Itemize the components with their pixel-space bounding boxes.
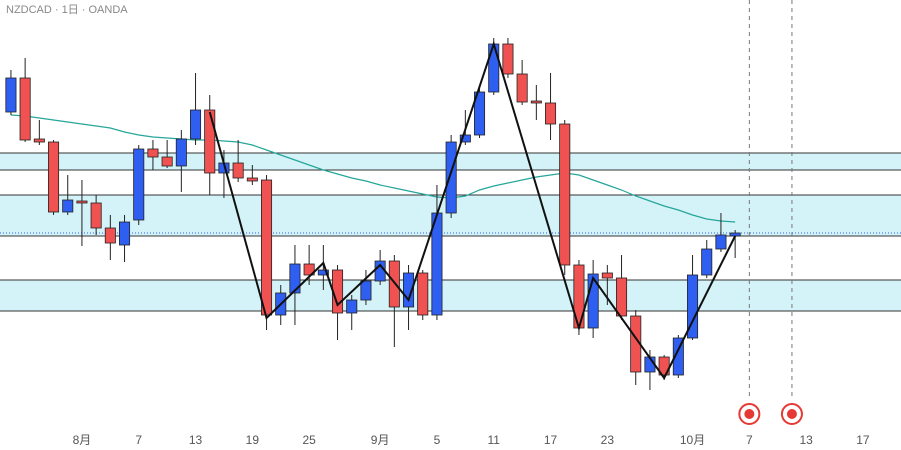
candle-body: [76, 200, 88, 204]
candle-body: [346, 299, 358, 314]
moving-average: [10, 114, 736, 223]
candle-body: [701, 248, 713, 276]
candle-body: [729, 232, 741, 237]
x-tick-label: 13: [799, 433, 813, 447]
x-tick-label: 9月: [371, 433, 390, 447]
x-tick-label: 23: [601, 433, 615, 447]
x-tick-label: 7: [135, 433, 142, 447]
candle-body: [147, 148, 159, 158]
x-tick-label: 5: [434, 433, 441, 447]
candle-body: [5, 77, 17, 113]
candle-body: [190, 109, 202, 140]
candle-body: [445, 141, 457, 214]
candle-body: [19, 77, 31, 141]
candle-body: [474, 91, 486, 136]
candle-body: [119, 221, 131, 246]
x-tick-label: 11: [488, 433, 501, 447]
event-flag-dot: [786, 409, 797, 419]
candle-body: [90, 202, 102, 229]
candle-body: [687, 274, 699, 339]
candle-body: [616, 277, 628, 317]
x-tick-label: 7: [746, 433, 753, 447]
candle-body: [33, 138, 45, 143]
x-tick-label: 25: [302, 433, 316, 447]
x-tick-label: 13: [189, 433, 203, 447]
candle-body: [587, 273, 599, 329]
candle-body: [715, 234, 727, 250]
zigzag: [208, 40, 737, 380]
candle-body: [261, 179, 273, 316]
candle-body: [161, 156, 173, 167]
x-tick-label: 17: [856, 433, 870, 447]
candle-body: [289, 263, 301, 294]
candle-body: [545, 102, 557, 125]
x-tick-label: 19: [246, 433, 260, 447]
candle-body: [530, 100, 542, 104]
candle-body: [601, 272, 613, 279]
candle-body: [204, 109, 216, 174]
event-flag-dot: [744, 409, 755, 419]
candle-body: [360, 280, 372, 301]
candle-body: [417, 272, 429, 316]
candle-body: [303, 263, 315, 276]
candle-body: [516, 73, 528, 103]
candle-body: [175, 138, 187, 167]
candle-body: [672, 337, 684, 376]
candle-body: [317, 269, 329, 276]
candle-body: [488, 43, 500, 93]
x-tick-label: 8月: [73, 433, 92, 447]
x-tick-label: 17: [544, 433, 558, 447]
candle-body: [48, 141, 60, 213]
candle-body: [403, 272, 415, 308]
zone: [0, 280, 901, 311]
candle-body: [559, 123, 571, 266]
candle-body: [104, 227, 116, 244]
candle-body: [62, 199, 74, 213]
candle-body: [459, 134, 471, 143]
x-tick-label: 10月: [680, 433, 705, 447]
chart-title: NZDCAD · 1日 · OANDA: [6, 4, 128, 16]
candle-body: [246, 177, 258, 182]
candle-body: [133, 148, 145, 221]
candle-body: [232, 162, 244, 179]
candle-body: [502, 43, 514, 75]
